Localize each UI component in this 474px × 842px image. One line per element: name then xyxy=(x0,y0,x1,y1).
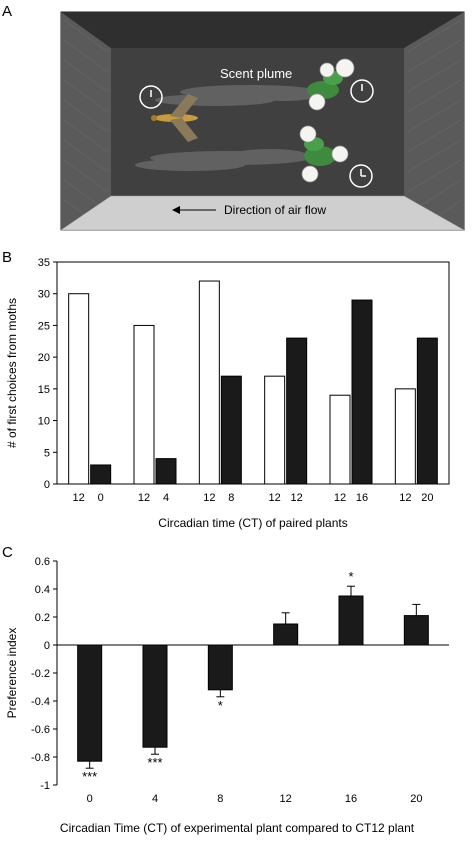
panel-a-letter: A xyxy=(2,3,12,20)
y-tick-label: 15 xyxy=(38,384,50,396)
clock-icon xyxy=(139,85,163,109)
chamber-floor xyxy=(60,195,465,231)
y-tick-label: 35 xyxy=(38,257,50,269)
moth-icon xyxy=(151,94,198,142)
airflow-label: Direction of air flow xyxy=(224,203,326,217)
y-tick-label: 10 xyxy=(38,416,50,428)
bar-paired-ct xyxy=(155,458,177,485)
bar-ct12 xyxy=(68,293,90,485)
y-tick-label: -0.2 xyxy=(31,668,50,680)
x-tick-label: 0 xyxy=(98,492,104,504)
x-tick-label: 12 xyxy=(203,492,215,504)
chart-b: 0 5 10 15 20 25 30 35 12 0 12 4 12 8 12 12 12 16 12 20 # of … xyxy=(5,257,450,530)
panel-b: B 0 5 10 15 20 25 30 35 12 0 12 4 12 8 12 12 12 16 12 20 # o… xyxy=(2,249,450,530)
x-tick-label: 16 xyxy=(345,793,357,805)
y-axis-title: # of first choices from moths xyxy=(5,298,19,448)
flower-plant-icon xyxy=(307,58,355,111)
bar-ct12 xyxy=(264,375,286,485)
scent-plume-lower xyxy=(135,149,310,171)
significance-marker: * xyxy=(348,569,353,584)
arrow-left-icon xyxy=(172,206,216,214)
y-tick-label: -0.4 xyxy=(31,696,50,708)
x-axis-title: Circadian Time (CT) of experimental plan… xyxy=(60,821,415,835)
x-tick-label: 12 xyxy=(399,492,411,504)
x-tick-label: 20 xyxy=(421,492,433,504)
chart-b-plot-frame xyxy=(56,261,450,485)
x-tick-label: 4 xyxy=(152,793,158,805)
preference-bar xyxy=(142,644,168,748)
x-tick-label: 12 xyxy=(138,492,150,504)
y-tick-label: 0.2 xyxy=(35,612,50,624)
y-axis-title: Preference index xyxy=(5,628,19,719)
right-mesh-wall xyxy=(404,12,464,230)
y-tick-label: -0.6 xyxy=(31,724,50,736)
chart-c: -1 -0.8 -0.6 -0.4 -0.2 0 0.2 0.4 0.6 *** 0 *** 4 * 8 12… xyxy=(5,556,449,835)
significance-marker: *** xyxy=(82,769,97,784)
x-axis-title: Circadian time (CT) of paired plants xyxy=(158,516,347,530)
x-tick-label: 8 xyxy=(217,793,223,805)
significance-marker: * xyxy=(218,698,223,713)
preference-bar xyxy=(403,615,429,646)
bar-paired-ct xyxy=(90,464,112,485)
y-tick-label: 5 xyxy=(44,447,50,459)
preference-bar xyxy=(207,644,233,691)
y-tick-label: 0.4 xyxy=(35,584,50,596)
y-tick-label: -1 xyxy=(40,780,50,792)
x-tick-label: 12 xyxy=(291,492,303,504)
bar-ct12 xyxy=(394,388,416,485)
x-tick-label: 12 xyxy=(73,492,85,504)
x-tick-label: 12 xyxy=(269,492,281,504)
x-tick-label: 20 xyxy=(410,793,422,805)
flower-plant-icon xyxy=(299,125,349,183)
x-tick-label: 0 xyxy=(87,793,93,805)
preference-bar xyxy=(338,595,364,646)
x-tick-label: 16 xyxy=(356,492,368,504)
y-tick-label: 20 xyxy=(38,352,50,364)
bar-paired-ct xyxy=(416,337,438,485)
y-tick-label: 25 xyxy=(38,320,50,332)
panel-b-letter: B xyxy=(2,249,12,266)
significance-marker: *** xyxy=(147,755,162,770)
x-tick-label: 12 xyxy=(280,793,292,805)
x-tick-label: 4 xyxy=(163,492,169,504)
panel-a: A xyxy=(2,3,465,231)
bar-ct12 xyxy=(133,324,155,485)
preference-bar xyxy=(273,623,299,646)
left-mesh-wall xyxy=(61,12,111,230)
bar-ct12 xyxy=(198,280,220,485)
y-tick-label: 0.6 xyxy=(35,556,50,568)
y-tick-label: -0.8 xyxy=(31,752,50,764)
y-tick-label: 0 xyxy=(44,479,50,491)
chamber-ceiling xyxy=(61,12,464,48)
y-tick-label: 30 xyxy=(38,289,50,301)
chamber-back-wall xyxy=(111,48,404,196)
x-tick-label: 12 xyxy=(334,492,346,504)
clock-icon xyxy=(350,79,374,103)
bar-paired-ct xyxy=(286,337,308,485)
y-tick-label: 0 xyxy=(44,640,50,652)
scent-plume-label: Scent plume xyxy=(220,66,292,81)
bar-paired-ct xyxy=(220,375,242,485)
clock-icon xyxy=(349,164,373,188)
panel-c: C -1 -0.8 -0.6 -0.4 -0.2 0 0.2 0.4 0.6 *** 0 *** 4 * 8… xyxy=(2,544,449,835)
panel-c-letter: C xyxy=(2,544,13,561)
preference-bar xyxy=(77,644,103,762)
x-tick-label: 8 xyxy=(228,492,234,504)
bar-ct12 xyxy=(329,394,351,485)
bar-paired-ct xyxy=(351,299,373,485)
